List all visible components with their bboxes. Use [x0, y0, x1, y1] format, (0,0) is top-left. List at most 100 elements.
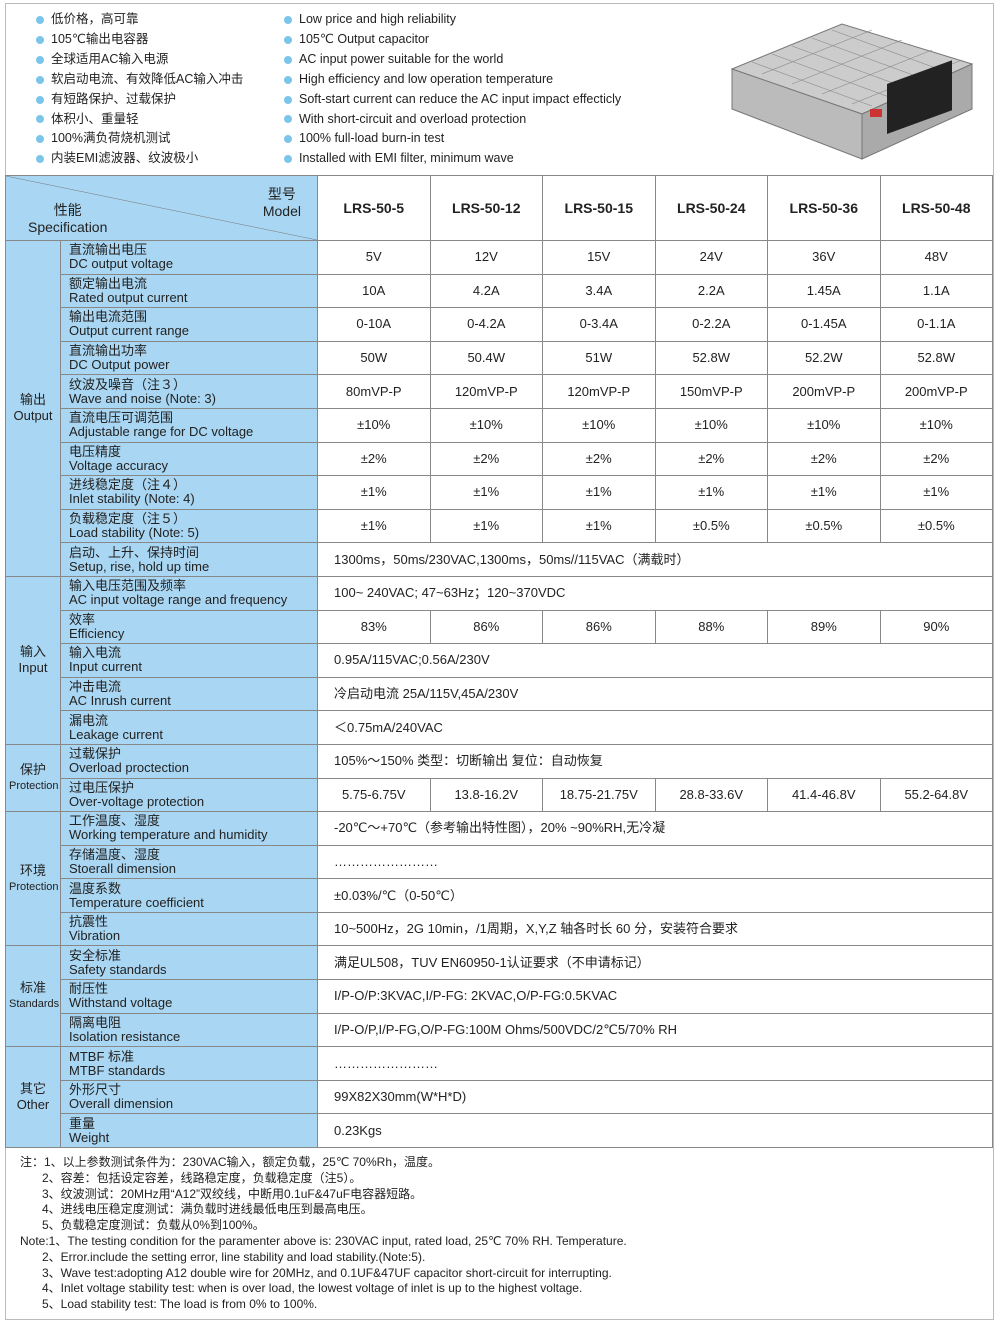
feature-item: AC input power suitable for the world [284, 50, 621, 70]
value-cell: 冷启动电流 25A/115V,45A/230V [317, 676, 993, 712]
group-en: Standards [9, 998, 60, 1011]
feature-item: With short-circuit and overload protecti… [284, 110, 621, 130]
feature-text: High efficiency and low operation temper… [299, 71, 554, 86]
spec-cn: 性能 [53, 202, 82, 218]
bullet-icon [36, 135, 44, 144]
row-label: 负载稳定度（注５） Load stability (Note: 5) [60, 508, 318, 544]
row-label-cn: 进线稳定度（注４） [69, 477, 187, 493]
table-row: 环境 Protection 工作温度、湿度 Working temperature a… [5, 811, 993, 947]
group-cn: 其它 [19, 1081, 46, 1097]
value-cell: 5V [317, 240, 431, 275]
row-label: 直流输出功率 DC Output power [60, 340, 318, 376]
note-line: 3、纹波测试：20MHz用“A12”双绞线，中断用0.1uF&47uF电容器短路… [42, 1186, 423, 1201]
row-label-cn: 直流输出电压 [69, 242, 148, 258]
value-cell: 0-1.45A [767, 307, 881, 342]
value-cell: ±1% [317, 475, 431, 510]
feature-text: Installed with EMI filter, minimum wave [299, 151, 514, 166]
row-label: 存储温度、湿度 Stoerall dimension [60, 844, 318, 880]
value-cell: 15V [542, 240, 656, 275]
group-cn: 输出 [19, 392, 46, 408]
row-label-en: Over-voltage protection [69, 793, 205, 809]
group-label: 环境 Protection [5, 811, 61, 947]
value-cell: ±1% [542, 508, 656, 544]
table-row: 启动、上升、保持时间 Setup, rise, hold up time 1300m… [6, 542, 993, 577]
table-row: 冲击电流 AC Inrush current 冷启动电流 25A/115V,45A/… [6, 676, 993, 712]
feature-item: 100%满负荷烧机测试 [36, 129, 243, 149]
value-cell: 105%～150% 类型：切断输出 复位：自动恢复 [317, 743, 993, 779]
table-row: 重量 Weight 0.23Kgs [6, 1113, 993, 1149]
value-cell: ±2% [317, 441, 431, 477]
feature-item: 低价格，高可靠 [36, 10, 243, 30]
row-label-en: Vibration [69, 928, 121, 944]
value-cell: …………………… [317, 1046, 993, 1081]
value-cell: ±1% [429, 475, 543, 510]
feature-text: 软启动电流、有效降低AC输入冲击 [51, 71, 244, 86]
row-label-cn: 耐压性 [69, 981, 109, 997]
row-label-cn: 存储温度、湿度 [69, 846, 161, 862]
table-row: 额定输出电流 Rated output current 10A 4.2A 3.4A 2.2… [6, 273, 993, 309]
row-label: 抗震性 Vibration [60, 911, 318, 947]
row-label-en: AC input voltage range and frequency [69, 592, 288, 608]
model-name: LRS-50-36 [767, 175, 881, 241]
table-row: 保护 Protection 过载保护 Overload proctection 105%… [5, 743, 993, 813]
row-label-en: Load stability (Note: 5) [69, 525, 200, 541]
row-label-cn: 直流输出功率 [69, 343, 148, 359]
row-label: 耐压性 Withstand voltage [60, 979, 318, 1014]
row-label-en: Weight [69, 1129, 110, 1145]
row-label: 隔离电阻 Isolation resistance [60, 1012, 318, 1048]
row-label-en: Wave and noise (Note: 3) [69, 390, 216, 406]
feature-text: 全球适用AC输入电源 [51, 51, 169, 66]
group-cn: 输入 [19, 644, 46, 660]
row-label-cn: 抗震性 [69, 914, 109, 930]
value-cell: 83% [317, 609, 431, 645]
notes: 注：1、以上参数测试条件为：230VAC输入，额定负载，25℃ 70%Rh，温度… [20, 1155, 627, 1313]
bullet-icon [36, 35, 44, 44]
row-label-cn: 漏电流 [69, 712, 109, 728]
value-cell: 41.4-46.8V [767, 777, 881, 813]
model-name: LRS-50-5 [317, 175, 431, 241]
bullet-icon [36, 75, 44, 84]
row-label: MTBF 标准 MTBF standards [60, 1046, 318, 1081]
value-cell: 0.23Kgs [317, 1113, 993, 1149]
value-cell: ±2% [542, 441, 656, 477]
value-cell: 50W [317, 340, 431, 376]
row-label: 冲击电流 AC Inrush current [60, 676, 318, 712]
row-label-en: Withstand voltage [69, 995, 173, 1011]
value-cell: ±0.5% [767, 508, 881, 544]
value-cell: I/P-O/P:3KVAC,I/P-FG: 2KVAC,O/P-FG:0.5KV… [317, 979, 993, 1014]
value-cell: 1300ms，50ms/230VAC,1300ms，50ms//115VAC（满… [317, 542, 993, 577]
value-cell: ±1% [542, 475, 656, 510]
group-en: Protection [9, 880, 59, 893]
table-row: 输入 Input 输入电压范围及频率 AC input voltage range a… [5, 575, 993, 745]
value-cell: 1.1A [879, 273, 993, 309]
value-cell: 0-10A [317, 307, 431, 342]
value-cell: ±10% [767, 407, 881, 443]
row-label: 直流输出电压 DC output voltage [60, 240, 318, 275]
row-label-cn: 温度系数 [69, 880, 122, 896]
table-row: 外形尺寸 Overall dimension 99X82X30mm(W*H*D) [6, 1079, 993, 1115]
feature-text: 有短路保护、过载保护 [51, 91, 177, 106]
note-line: 2、Error.include the setting error, line … [42, 1249, 426, 1264]
value-cell: 86% [542, 609, 656, 645]
feature-item: Soft-start current can reduce the AC inp… [284, 90, 621, 110]
feature-item: 内装EMI滤波器、纹波极小 [36, 149, 243, 169]
header-row: 型号 Model 性能 Specification LRS-50-5 LRS-50-12 L… [5, 175, 993, 241]
note-line: Note:1、The testing condition for the par… [20, 1233, 627, 1248]
group-en: Protection [9, 780, 59, 792]
note-line: 4、进线电压稳定度测试：满负载时进线最低电压到最高电压。 [42, 1202, 373, 1217]
value-cell: 18.75-21.75V [542, 777, 656, 813]
table-row: 漏电流 Leakage current ＜0.75mA/240VAC [6, 710, 993, 745]
row-label-cn: MTBF 标准 [69, 1048, 134, 1064]
bullet-icon [36, 55, 44, 64]
value-cell: ±0.5% [654, 508, 768, 544]
row-label: 温度系数 Temperature coefficient [60, 878, 318, 913]
value-cell: 52.8W [879, 340, 993, 376]
note-line: 2、容差：包括设定容差，线路稳定度，负载稳定度（注5）。 [42, 1170, 362, 1185]
row-label-en: Safety standards [69, 961, 167, 977]
row-label-en: Inlet stability (Note: 4) [69, 491, 195, 507]
table-row: 进线稳定度（注４） Inlet stability (Note: 4) ±1% ±1%… [6, 475, 993, 510]
row-label: 电压精度 Voltage accuracy [60, 441, 318, 477]
group-en: Output [13, 408, 53, 424]
note-line: 4、Inlet voltage stability test: when is … [42, 1281, 583, 1296]
model-cn: 型号 [267, 186, 296, 202]
